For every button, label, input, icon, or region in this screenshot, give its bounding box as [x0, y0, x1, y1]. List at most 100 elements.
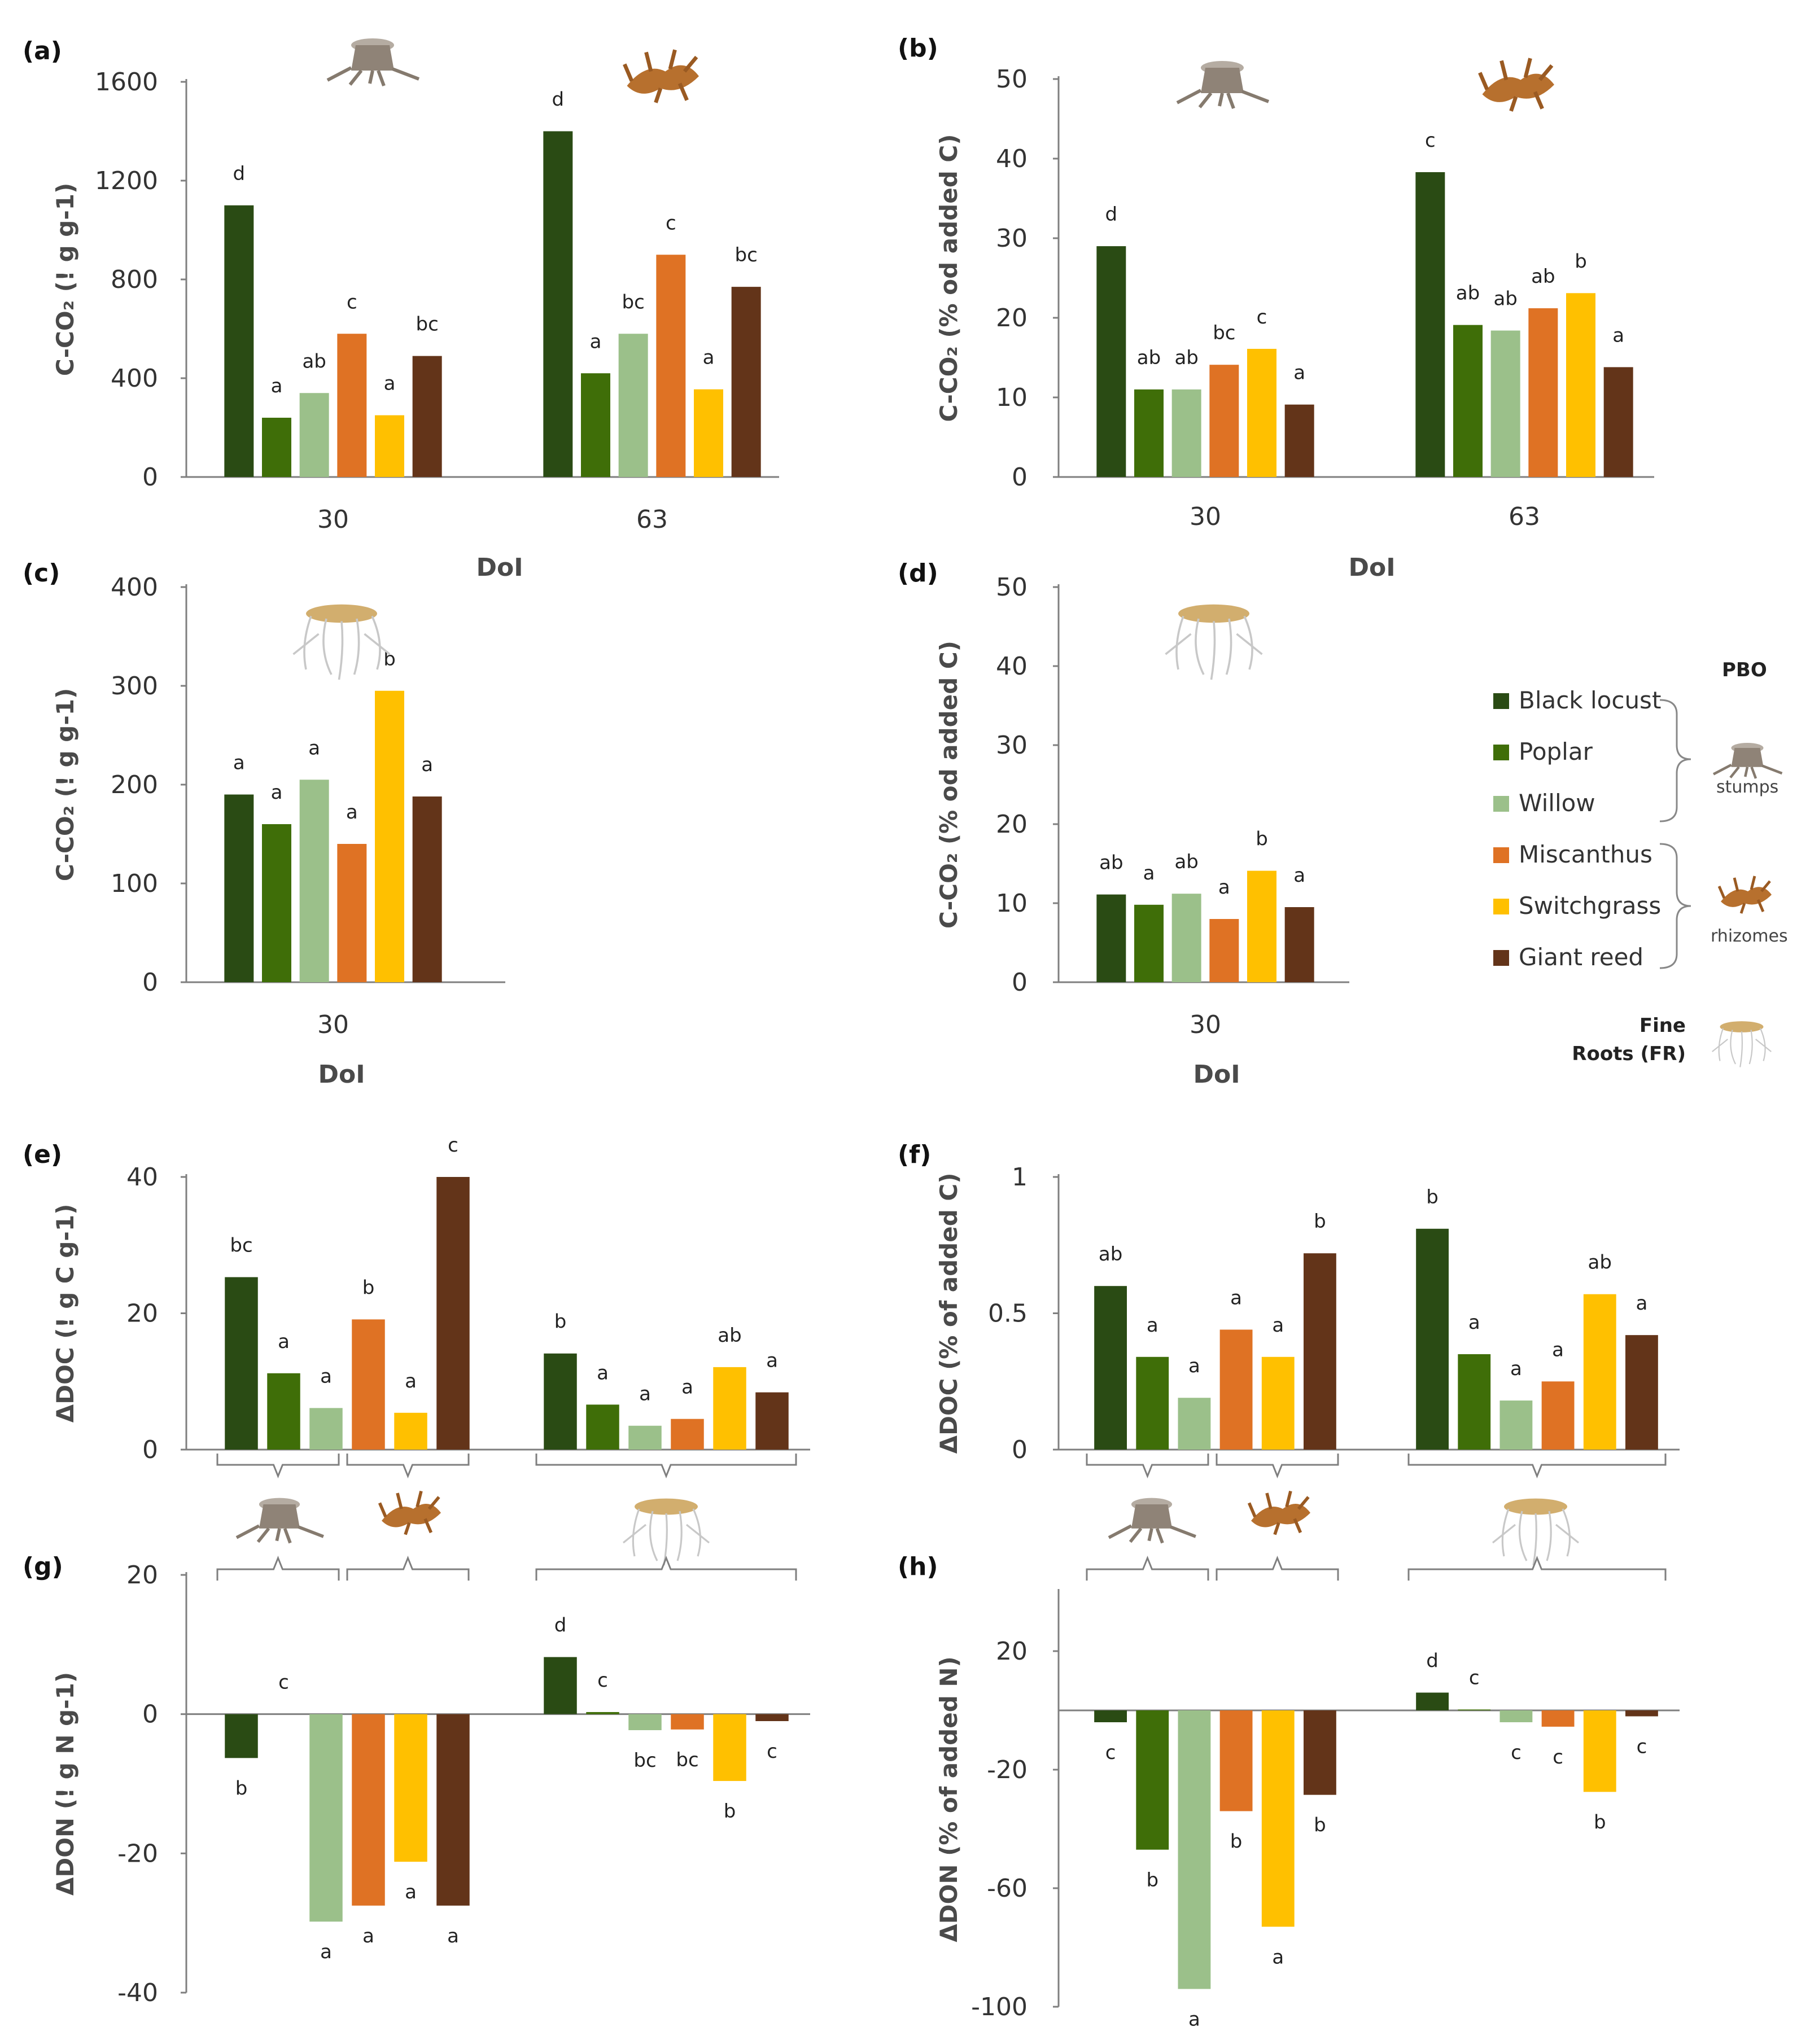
significance-letter: b — [1575, 250, 1587, 273]
bar-willow — [299, 780, 329, 982]
bar-switchgrass — [375, 415, 404, 477]
bar-black-locust — [1416, 1228, 1449, 1450]
legend-swatch-miscanthus — [1493, 847, 1509, 863]
significance-letter: d — [1105, 203, 1118, 226]
y-axis-label: C-CO₂ (% od added C) — [935, 641, 963, 929]
significance-letter: ab — [1456, 282, 1480, 305]
x-tick-label: 63 — [1509, 502, 1540, 531]
significance-letter: a — [597, 1362, 609, 1384]
bar-giant-reed — [1284, 404, 1314, 477]
bar-switchgrass — [1261, 1356, 1295, 1450]
y-tick-label: 50 — [996, 65, 1028, 94]
significance-letter: a — [384, 373, 396, 395]
rhizomes-label: rhizomes — [1711, 926, 1788, 946]
group-bracket — [216, 1454, 340, 1479]
fine-roots-icon — [1165, 604, 1263, 680]
y-tick-label: 0 — [142, 1435, 158, 1464]
significance-letter: ab — [1174, 347, 1198, 369]
y-tick-label: 100 — [111, 869, 158, 898]
y-tick-label: 1200 — [95, 167, 158, 195]
bar-black-locust — [543, 131, 573, 477]
bar-switchgrass — [394, 1714, 427, 1862]
stump-icon — [1176, 61, 1270, 110]
significance-letter: a — [1272, 1946, 1284, 1968]
group-bracket — [1407, 1555, 1667, 1581]
bar-willow — [1171, 389, 1201, 477]
significance-letter: b — [1594, 1811, 1606, 1833]
bar-switchgrass — [713, 1714, 746, 1782]
x-tick-label: 30 — [1190, 502, 1221, 531]
bar-switchgrass — [375, 690, 404, 982]
significance-letter: a — [233, 752, 245, 774]
bar-miscanthus — [656, 255, 686, 477]
bar-giant-reed — [1284, 907, 1314, 982]
y-tick-label: 0 — [142, 463, 158, 492]
significance-letter: c — [597, 1669, 608, 1692]
bar-giant-reed — [731, 287, 761, 477]
bar-black-locust — [1096, 246, 1126, 477]
bar-switchgrass — [1583, 1710, 1616, 1792]
bar-poplar — [581, 373, 610, 477]
y-tick-label: 20 — [996, 1637, 1028, 1666]
bar-poplar — [1136, 1710, 1169, 1850]
significance-letter: b — [1256, 828, 1268, 851]
fine-roots-label-1: Fine — [1640, 1014, 1686, 1037]
bar-giant-reed — [1303, 1710, 1336, 1795]
significance-letter: a — [1468, 1311, 1480, 1334]
significance-letter: b — [554, 1311, 567, 1333]
bar-willow — [309, 1714, 343, 1922]
y-tick-label: 0 — [142, 1700, 158, 1729]
significance-letter: a — [308, 737, 320, 759]
bar-giant-reed — [1603, 367, 1633, 477]
group-brackets — [216, 38, 1667, 1581]
significance-letter: b — [1314, 1814, 1326, 1837]
bar-miscanthus — [1209, 919, 1239, 982]
bar-black-locust — [544, 1657, 577, 1714]
bar-switchgrass — [1583, 1294, 1616, 1450]
bar-willow — [618, 334, 648, 477]
significance-letter: c — [1257, 306, 1267, 329]
legend-swatch-giant-reed — [1493, 950, 1509, 966]
stumps-label: stumps — [1716, 777, 1778, 797]
rhizome-icon — [1247, 1490, 1310, 1535]
y-tick-label: 10 — [996, 383, 1028, 412]
significance-letter: c — [1553, 1746, 1563, 1769]
significance-letter: bc — [1213, 322, 1235, 344]
bar-willow — [1178, 1398, 1211, 1450]
bar-switchgrass — [694, 389, 723, 477]
significance-letter: c — [1425, 129, 1436, 152]
panel-label: (h) — [898, 1552, 938, 1581]
legend-label: Switchgrass — [1519, 892, 1661, 920]
bar-miscanthus — [1541, 1710, 1575, 1727]
significance-letter: a — [271, 375, 283, 397]
significance-letter: a — [1188, 1355, 1200, 1377]
panel-label: (a) — [23, 37, 62, 65]
significance-letter: a — [1293, 864, 1305, 887]
significance-letter: ab — [718, 1324, 741, 1347]
bar-switchgrass — [1261, 1710, 1295, 1927]
x-axis-label: DoI — [1348, 553, 1395, 582]
bar-giant-reed — [755, 1714, 789, 1721]
significance-letter: bc — [622, 291, 645, 313]
significance-letter: a — [1612, 324, 1624, 347]
y-tick-label: -100 — [971, 1993, 1028, 2021]
y-axis-label: ΔDOC (! g C g-1) — [51, 1204, 79, 1423]
y-tick-label: 40 — [996, 145, 1028, 173]
legend-swatch-switchgrass — [1493, 899, 1509, 914]
bar-poplar — [1136, 1356, 1169, 1450]
bar-miscanthus — [671, 1419, 704, 1450]
group-bracket — [1086, 1454, 1209, 1479]
significance-letter: a — [639, 1383, 651, 1406]
significance-letter: c — [1511, 1741, 1522, 1764]
significance-letter: c — [278, 1671, 289, 1694]
significance-letter: a — [278, 1330, 290, 1353]
group-bracket — [346, 1454, 470, 1479]
significance-letter: d — [552, 89, 565, 111]
bar-willow — [299, 393, 329, 477]
significance-letter: a — [1510, 1358, 1522, 1380]
y-tick-label: 300 — [111, 672, 158, 701]
y-tick-label: 40 — [126, 1163, 158, 1192]
